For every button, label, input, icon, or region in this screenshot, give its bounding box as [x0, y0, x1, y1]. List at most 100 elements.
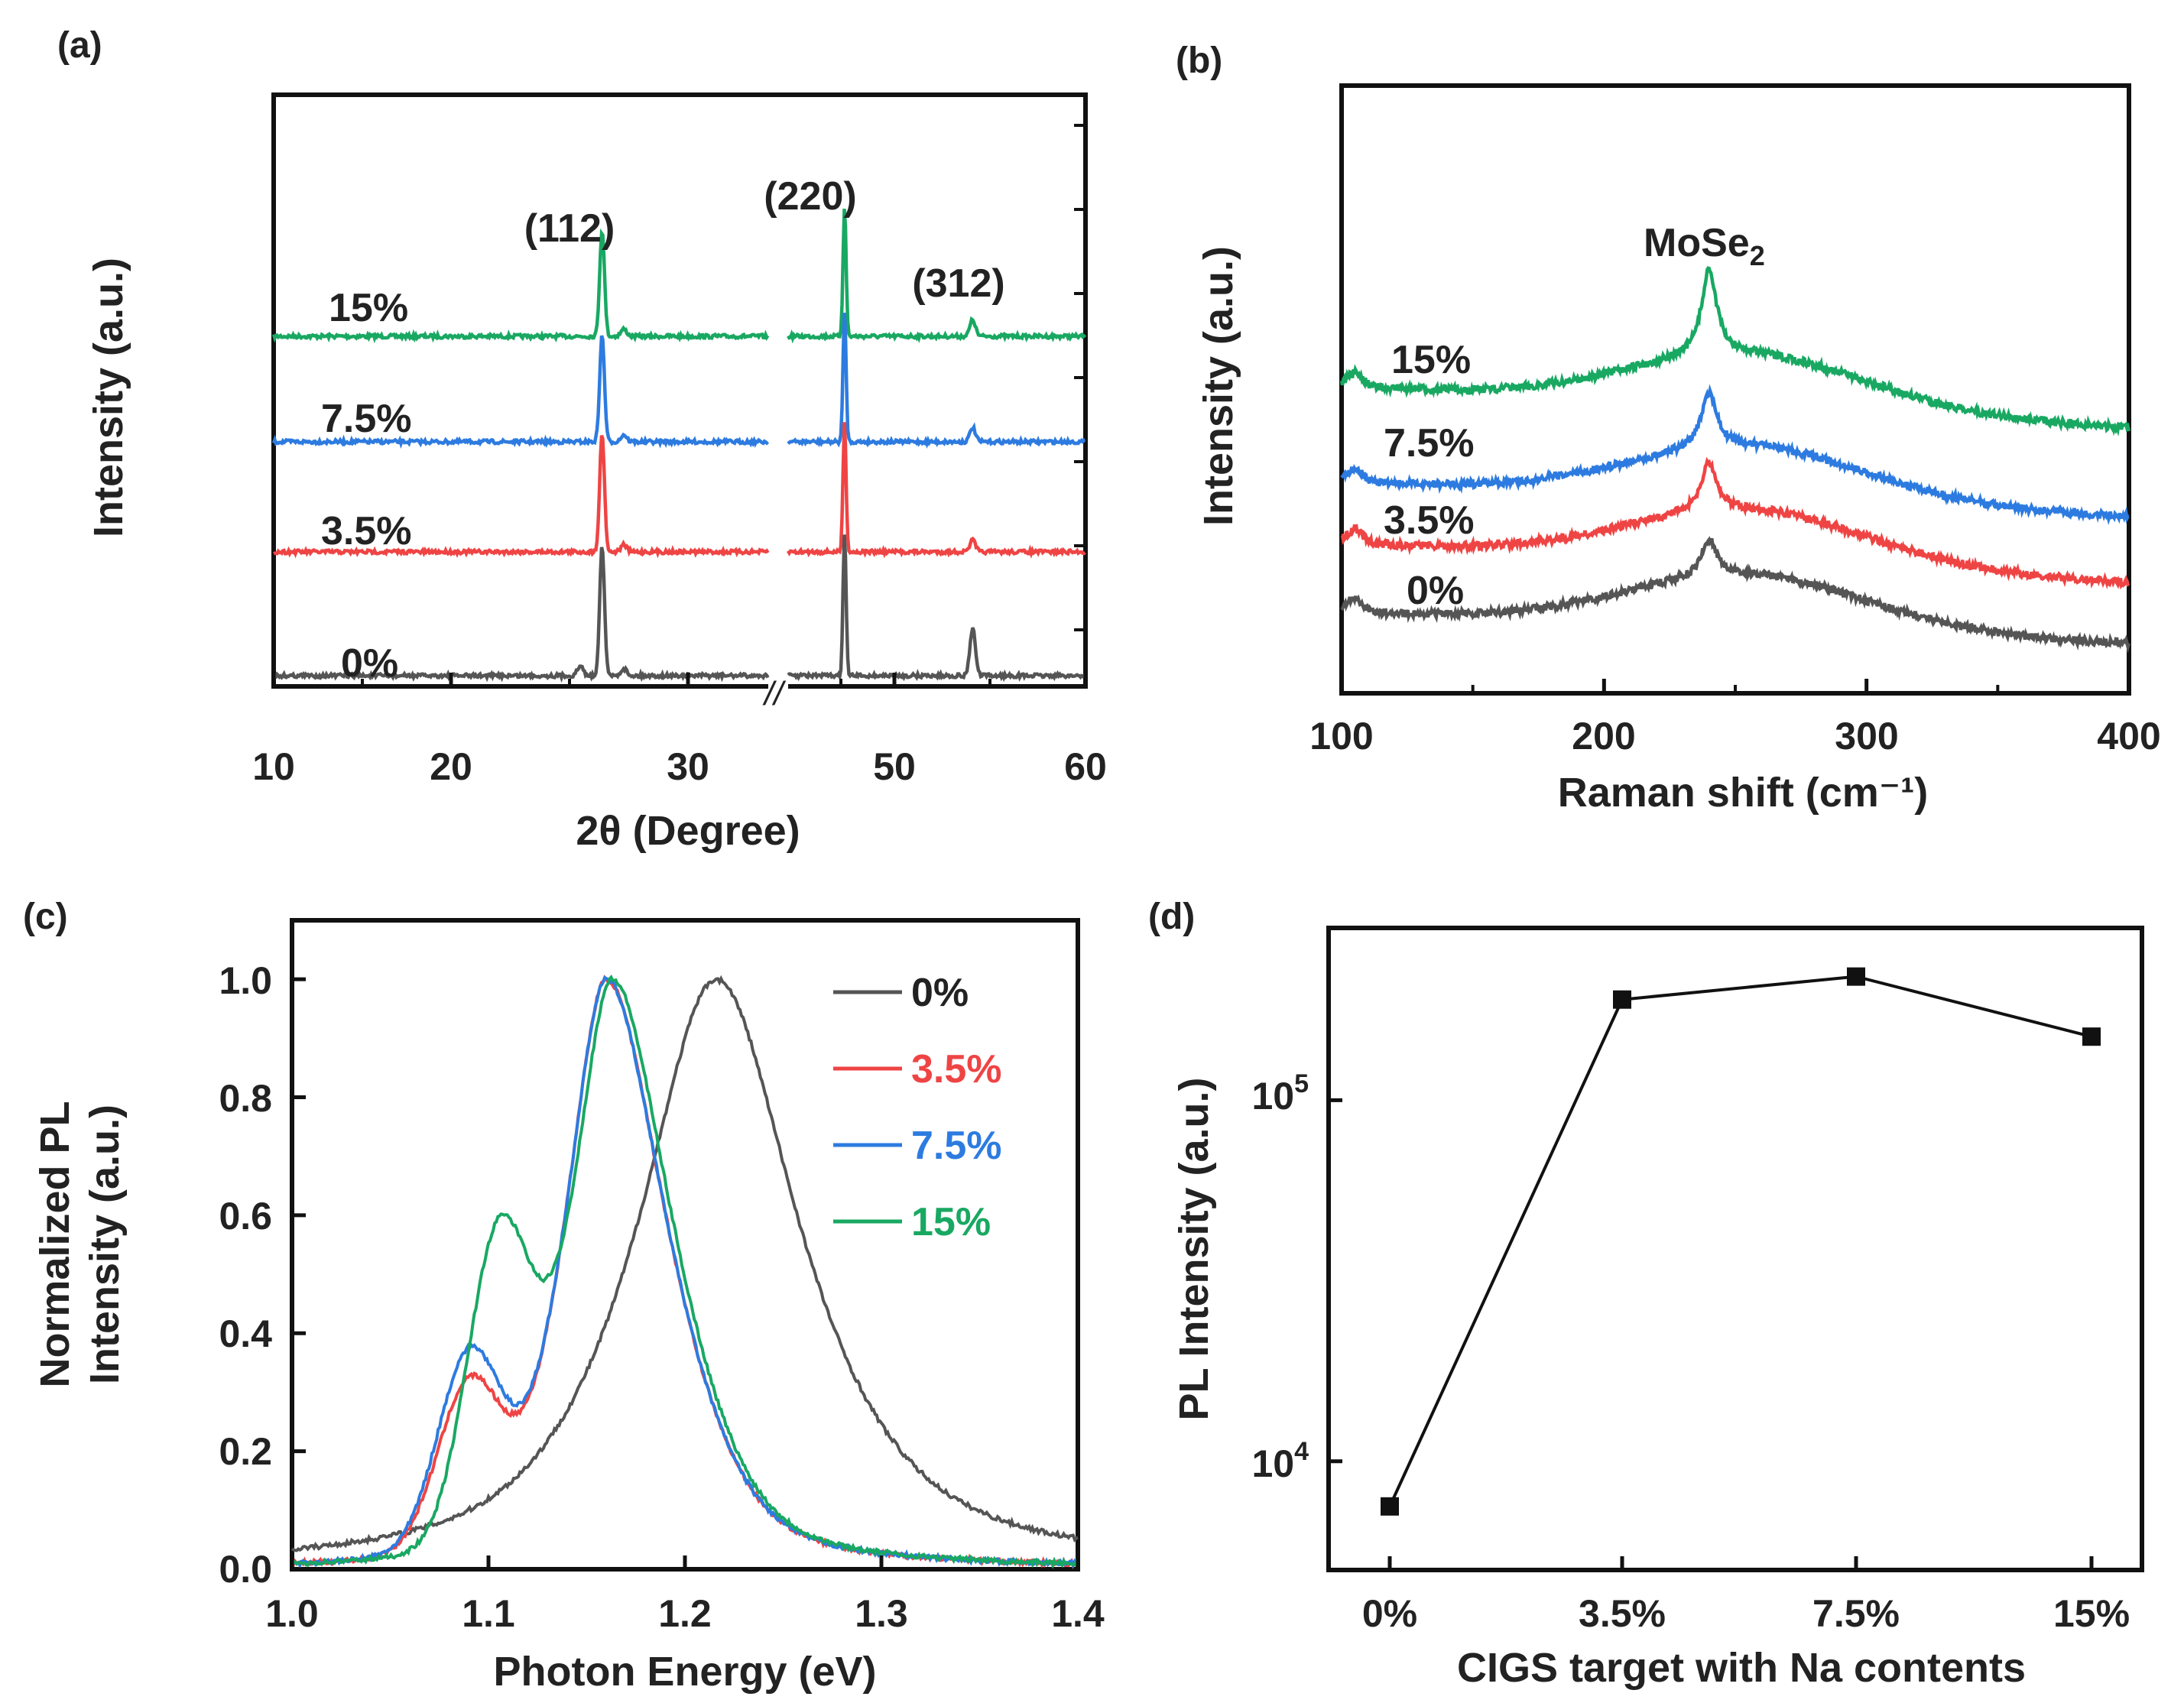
panel-c-ytick-1-0: 1.0: [219, 959, 272, 1002]
panel-d-xtick-0: 0%: [1362, 1592, 1417, 1635]
panel-c-legend-label-7-5: 7.5%: [911, 1124, 1002, 1168]
panel-d-ytick-1e5: 105: [1251, 1069, 1309, 1117]
panel-d-xtick-15: 15%: [2053, 1592, 2130, 1635]
panel-b-ticks: [1339, 679, 2131, 693]
panel-c-xtick-1-4: 1.4: [1051, 1592, 1105, 1635]
panel-a-xtick-50: 50: [873, 745, 916, 788]
panel-c-ytick-0-2: 0.2: [219, 1430, 272, 1473]
panel-a-series-label-3-5: 3.5%: [321, 509, 412, 553]
panel-a-xtick-10: 10: [252, 745, 295, 788]
panel-c-ticks: [290, 977, 1080, 1572]
panel-d-ytick-1e5-exp: 5: [1294, 1069, 1309, 1098]
panel-c-label: (c): [23, 897, 68, 937]
panel-d-ytick-1e5-base: 10: [1251, 1075, 1294, 1117]
panel-c-ylabel-line2: Intensity (a.u.): [82, 1105, 128, 1384]
panel-b-annotation-sub: 2: [1750, 240, 1765, 271]
panel-c-curves: [290, 975, 1079, 1569]
panel-b-series-label-15: 15%: [1391, 338, 1471, 382]
panel-a-series-7-5-seg1: [787, 313, 1086, 449]
panel-a-xtick-60: 60: [1064, 745, 1107, 788]
panel-c-frame: [290, 918, 1080, 1572]
panel-a-xtick-30: 30: [667, 745, 709, 788]
panel-a-series-3-5-seg0: [273, 435, 770, 559]
panel-a-axis-break-gap: [768, 676, 788, 699]
panel-b-xtick-200: 200: [1572, 715, 1635, 757]
panel-a-label: (a): [57, 25, 102, 66]
panel-c-legend: 0% 3.5% 7.5% 15%: [833, 971, 1002, 1244]
panel-c-xtick-1-2: 1.2: [658, 1592, 712, 1635]
panel-c-xtick-1-0: 1.0: [265, 1592, 319, 1635]
panel-a-series-0-seg1: [787, 534, 1086, 683]
panel-c-legend-label-15: 15%: [911, 1200, 991, 1244]
panel-c-series-15: [290, 975, 1079, 1569]
panel-d-ticks: [1329, 1098, 2094, 1570]
panel-d-xlabel: CIGS target with Na contents: [1457, 1645, 2026, 1691]
panel-a-series-label-15: 15%: [329, 286, 408, 330]
panel-c-ytick-0-6: 0.6: [219, 1195, 272, 1238]
panel-c-legend-label-3-5: 3.5%: [911, 1047, 1002, 1092]
panel-a-peak-label-312: (312): [912, 261, 1004, 306]
panel-d-ylabel: PL Intensity (a.u.): [1171, 1077, 1217, 1420]
panel-d-ytick-1e4-exp: 4: [1294, 1437, 1309, 1466]
panel-b-ylabel: Intensity (a.u.): [1196, 246, 1241, 526]
panel-d-point-15: [2082, 1027, 2101, 1046]
panel-a-frame: [271, 92, 1088, 689]
panel-b-series-label-3-5: 3.5%: [1384, 498, 1475, 543]
panel-a-xlabel: 2θ (Degree): [576, 808, 800, 854]
panel-b-xtick-100: 100: [1309, 715, 1373, 757]
panel-d-ytick-1e4-base: 10: [1251, 1442, 1294, 1485]
panel-c-ylabel-line1: Normalized PL: [32, 1101, 78, 1387]
panel-c-xlabel: Photon Energy (eV): [493, 1649, 876, 1695]
panel-b: (b) 100 200 300 400 Raman shift (cm⁻¹) I…: [1176, 41, 2161, 816]
panel-c: (c) 1.0 1.1 1.2 1.3 1.4 0.0 0.2 0.4 0.6 …: [23, 897, 1105, 1695]
panel-b-label: (b): [1176, 41, 1222, 81]
panel-c-series-7-5: [291, 975, 1079, 1569]
panel-d-line: [1388, 975, 2092, 1507]
panel-c-ytick-0-8: 0.8: [219, 1077, 272, 1120]
panel-c-ytick-0-4: 0.4: [219, 1312, 272, 1355]
panel-d: (d) 0% 3.5% 7.5% 15% 105 104 CIGS target…: [1148, 897, 2144, 1691]
panel-c-xtick-1-1: 1.1: [462, 1592, 515, 1635]
panel-a-peak-label-220: (220): [764, 174, 856, 219]
panel-d-point-0: [1381, 1497, 1399, 1516]
panel-d-xtick-3-5: 3.5%: [1579, 1592, 1666, 1635]
panel-d-label: (d): [1148, 897, 1195, 937]
panel-c-ytick-0-0: 0.0: [219, 1548, 272, 1591]
panel-a-peak-label-112: (112): [524, 206, 615, 251]
panel-b-xtick-400: 400: [2097, 715, 2160, 757]
panel-a: (a) // 10 20 30 50 60 2θ (Degree) Intens…: [57, 25, 1107, 854]
panel-c-legend-label-0: 0%: [911, 971, 969, 1015]
panel-a-series-3-5-seg1: [787, 422, 1086, 559]
panel-a-series-15-seg1: [787, 208, 1087, 344]
panel-c-series-0: [290, 975, 1079, 1552]
panel-b-annotation-main: MoSe: [1644, 221, 1750, 265]
panel-a-series-label-0: 0%: [341, 641, 398, 686]
panel-d-curves: [1381, 967, 2101, 1516]
panel-a-ylabel: Intensity (a.u.): [86, 258, 131, 537]
panel-d-point-3-5: [1613, 990, 1631, 1009]
panel-b-xtick-300: 300: [1835, 715, 1898, 757]
panel-d-frame: [1326, 926, 2144, 1572]
panel-a-ticks: [271, 124, 1088, 686]
panel-b-curves: [1339, 266, 2131, 654]
panel-a-axis-break: //: [762, 675, 786, 712]
panel-a-xtick-20: 20: [430, 745, 472, 788]
panel-d-ytick-1e4: 104: [1251, 1437, 1309, 1485]
panel-c-xtick-1-3: 1.3: [855, 1592, 908, 1635]
panel-d-point-7-5: [1847, 967, 1865, 986]
panel-b-series-15: [1339, 266, 2131, 436]
panel-b-annotation: MoSe2: [1644, 221, 1765, 271]
panel-b-series-0: [1340, 536, 2130, 654]
panel-b-xlabel: Raman shift (cm⁻¹): [1558, 770, 1929, 816]
panel-d-xtick-7-5: 7.5%: [1812, 1592, 1900, 1635]
panel-b-series-label-7-5: 7.5%: [1384, 421, 1475, 465]
panel-b-series-3-5: [1340, 456, 2130, 590]
panel-a-series-7-5-seg0: [271, 335, 770, 449]
panel-a-curves: [271, 208, 1087, 683]
panel-a-series-label-7-5: 7.5%: [321, 397, 412, 441]
panel-b-series-7-5: [1340, 384, 2130, 525]
panel-a-series-0-seg0: [272, 547, 770, 683]
panel-b-series-label-0: 0%: [1407, 569, 1464, 613]
panel-a-series-15-seg0: [271, 228, 770, 344]
